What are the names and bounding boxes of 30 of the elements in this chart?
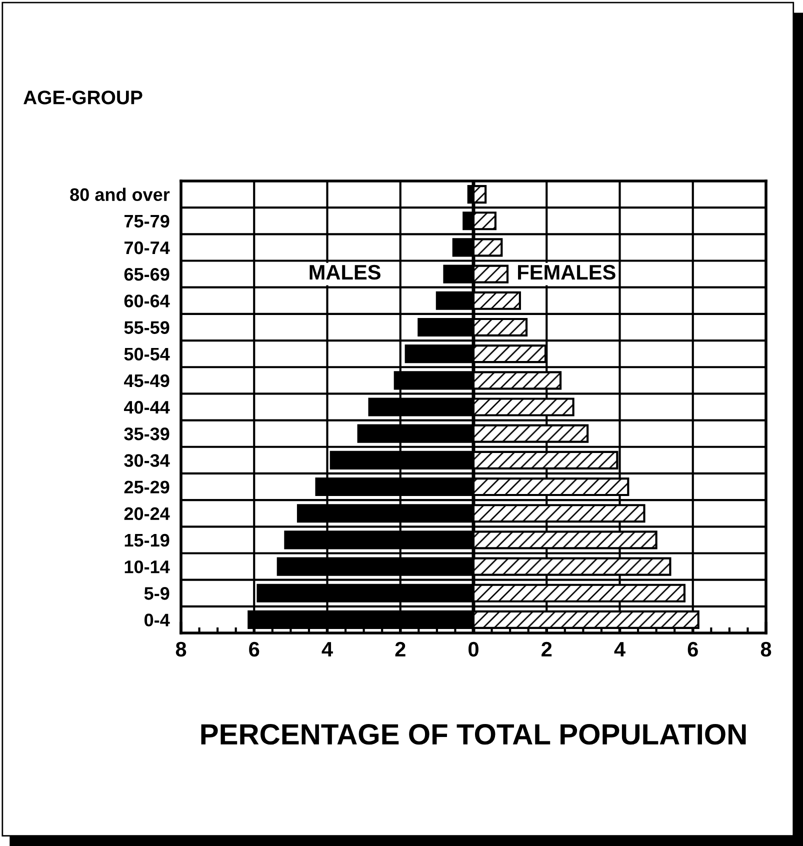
x-tick-label: 4: [322, 642, 333, 656]
y-tick-label: 25-29: [124, 480, 170, 494]
y-tick-label: 55-59: [124, 321, 170, 334]
x-tick-label: 4: [614, 642, 626, 656]
y-tick-label: 50-54: [124, 348, 170, 361]
y-tick-label: 5-9: [144, 587, 170, 600]
series-label: FEMALES: [518, 264, 616, 280]
x-tick-label: 6: [249, 642, 260, 657]
x-tick-label: 0: [468, 642, 478, 657]
x-tick-label: 6: [688, 642, 698, 657]
y-tick-label: 0-4: [144, 614, 170, 626]
y-tick-label: 10-14: [124, 560, 170, 574]
y-tick-label: 15-19: [124, 534, 170, 547]
y-tick-label: 45-49: [124, 374, 170, 388]
y-tick-label: 75-79: [124, 214, 170, 228]
y-tick-label: 80 and over: [70, 188, 170, 202]
y-tick-label: 70-74: [124, 241, 170, 254]
y-tick-label: 30-34: [124, 454, 170, 467]
text: MALES: [310, 264, 380, 280]
x-tick-label: 2: [542, 642, 552, 656]
x-tick-label: 2: [395, 642, 406, 656]
y-axis-title: AGE-GROUP: [24, 90, 142, 104]
y-tick-label: 20-24: [124, 507, 170, 520]
x-axis-title: PERCENTAGE OF TOTAL POPULATION: [201, 724, 746, 745]
y-tick-label: 40-44: [124, 400, 170, 414]
x-tick-label: 8: [176, 642, 186, 657]
y-tick-label: 35-39: [124, 428, 170, 440]
x-tick-label: 8: [760, 642, 772, 657]
y-tick-label: 60-64: [124, 294, 170, 308]
y-tick-label: 65-69: [124, 268, 170, 281]
